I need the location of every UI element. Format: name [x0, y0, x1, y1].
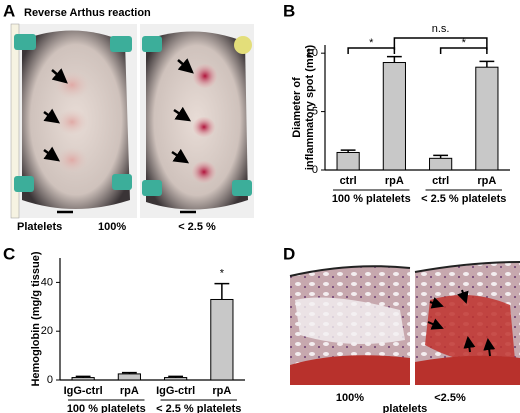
x-tick-label: ctrl — [340, 175, 357, 187]
photo-caption: < 2.5 % — [178, 221, 216, 233]
error-bar — [340, 149, 356, 153]
y-axis-label: Hemoglobin (mg/g tissue) — [30, 251, 42, 386]
y-tick-label: 10 — [306, 47, 318, 59]
panel-label: C — [3, 244, 15, 263]
group-label: < 2.5 % platelets — [156, 403, 241, 413]
error-bar — [479, 60, 495, 68]
error-bar — [386, 55, 402, 63]
error-bar — [121, 371, 137, 374]
annotation: * — [220, 268, 225, 280]
photo-caption: platelets — [383, 403, 428, 413]
panel-label: D — [283, 244, 295, 263]
group-label: < 2.5 % platelets — [421, 193, 506, 205]
error-bar — [75, 375, 91, 378]
bar — [210, 298, 234, 381]
annotation: * — [369, 37, 374, 49]
x-tick-label: rpA — [120, 385, 139, 397]
error-bar — [433, 154, 449, 159]
x-tick-label: ctrl — [432, 175, 449, 187]
group-label: 100 % platelets — [332, 193, 411, 205]
bar — [164, 377, 188, 381]
bar — [117, 373, 141, 381]
photo-panel-a — [10, 23, 254, 219]
bracket — [439, 47, 488, 54]
photo-caption: 100% — [336, 392, 364, 404]
bar — [475, 66, 499, 171]
x-tick-label: IgG-ctrl — [64, 385, 103, 397]
bracket — [347, 47, 396, 54]
y-tick-label: 0 — [47, 374, 53, 386]
bar — [336, 151, 360, 171]
photo-caption: 100% — [98, 221, 126, 233]
panel-label: B — [283, 1, 295, 20]
x-tick-label: IgG-ctrl — [156, 385, 195, 397]
bar — [382, 62, 406, 171]
annotation: * — [462, 37, 467, 49]
x-tick-label: rpA — [477, 175, 496, 187]
error-bar — [214, 282, 230, 300]
panel-title: Reverse Arthus reaction — [24, 7, 151, 19]
bar — [429, 157, 453, 171]
photo-caption: <2.5% — [434, 392, 466, 404]
bracket — [393, 37, 488, 50]
y-tick-label: 5 — [312, 105, 318, 117]
x-tick-label: rpA — [385, 175, 404, 187]
y-tick-label: 40 — [41, 276, 53, 288]
histology-panel-d — [289, 258, 520, 385]
y-axis-label: inflammatory spot (mm) — [304, 45, 316, 171]
x-tick-label: rpA — [212, 385, 231, 397]
bar — [71, 377, 95, 381]
error-bar — [168, 375, 184, 378]
y-tick-label: 20 — [41, 325, 53, 337]
y-axis-label: Diameter of — [291, 77, 303, 138]
photo-caption: Platelets — [17, 221, 62, 233]
annotation: n.s. — [432, 23, 450, 35]
panel-label: A — [3, 1, 15, 20]
y-tick-label: 0 — [312, 164, 318, 176]
group-label: 100 % platelets — [67, 403, 146, 413]
